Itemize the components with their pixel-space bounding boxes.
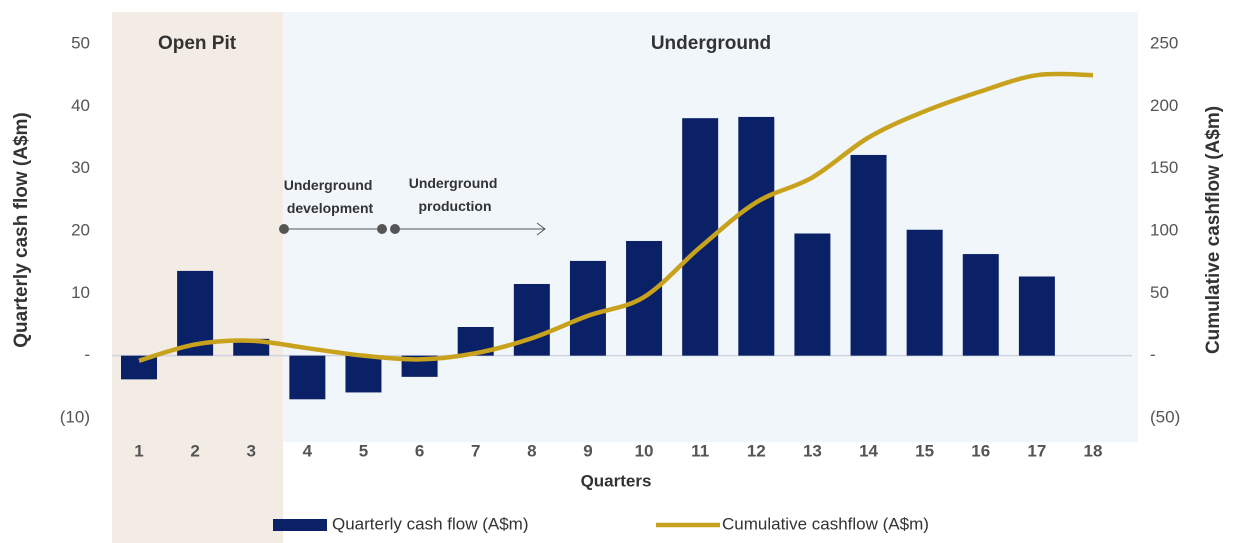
bar	[850, 154, 887, 356]
annotation-line: Underground	[284, 177, 373, 193]
annotation-line: Underground	[409, 175, 498, 191]
x-tick-label: 2	[190, 441, 199, 460]
bar	[962, 254, 999, 356]
annotation: Underground development	[284, 177, 377, 216]
annotation: Underground production	[409, 175, 502, 214]
y-tick-label: (10)	[60, 407, 90, 426]
line	[138, 71, 1094, 363]
x-tick-label: 12	[747, 441, 766, 460]
y2-tick-label: 250	[1150, 33, 1178, 52]
annotation-line: development	[287, 200, 374, 216]
legend-label: Cumulative cashflow (A$m)	[722, 514, 929, 533]
y2-tick-label: 50	[1150, 283, 1169, 302]
region-label: Open Pit	[158, 33, 237, 54]
y-tick-label: 50	[71, 33, 90, 52]
x-axis-label: Quarters	[581, 471, 652, 490]
x-tick-label: 18	[1084, 441, 1103, 460]
x-tick-label: 15	[915, 441, 934, 460]
x-tick-label: 7	[471, 441, 480, 460]
y2-tick-label: -	[1150, 345, 1156, 364]
legend-swatch	[273, 519, 327, 531]
y2-tick-label: 200	[1150, 96, 1178, 115]
x-tick-label: 13	[803, 441, 822, 460]
x-tick-label: 10	[635, 441, 654, 460]
bar	[121, 355, 157, 380]
region-label: Underground	[651, 33, 771, 54]
x-tick-label: 3	[247, 441, 256, 460]
x-tick-label: 8	[527, 441, 536, 460]
x-tick-label: 11	[691, 441, 709, 460]
x-tick-label: 9	[583, 441, 592, 460]
y-tick-label: 20	[71, 220, 90, 239]
y2-tick-label: (50)	[1150, 407, 1180, 426]
y2-tick-label: 150	[1150, 158, 1178, 177]
bar	[738, 116, 775, 356]
bar	[569, 260, 606, 356]
bar	[906, 229, 943, 356]
x-tick-label: 17	[1027, 441, 1046, 460]
y-tick-label: -	[84, 345, 90, 364]
y-tick-label: 10	[71, 283, 90, 302]
bar	[345, 355, 382, 393]
y-tick-label: 40	[71, 96, 90, 115]
x-tick-label: 6	[415, 441, 424, 460]
x-tick-label: 5	[359, 441, 368, 460]
x-tick-label: 1	[134, 441, 143, 460]
bar	[1018, 276, 1055, 356]
bar	[289, 355, 326, 400]
bar	[513, 283, 550, 356]
legend-label: Quarterly cash flow (A$m)	[332, 514, 529, 533]
annotation-line: production	[418, 198, 491, 214]
y2-axis-label: Cumulative cashflow (A$m)	[1203, 106, 1224, 354]
y-axis-label: Quarterly cash flow (A$m)	[11, 112, 32, 347]
x-tick-label: 14	[859, 441, 878, 460]
annotation-arrows	[279, 222, 546, 236]
bar	[794, 233, 831, 356]
y-tick-label: 30	[71, 158, 90, 177]
y2-tick-label: 100	[1150, 220, 1178, 239]
x-tick-label: 4	[303, 441, 313, 460]
x-tick-label: 16	[971, 441, 990, 460]
